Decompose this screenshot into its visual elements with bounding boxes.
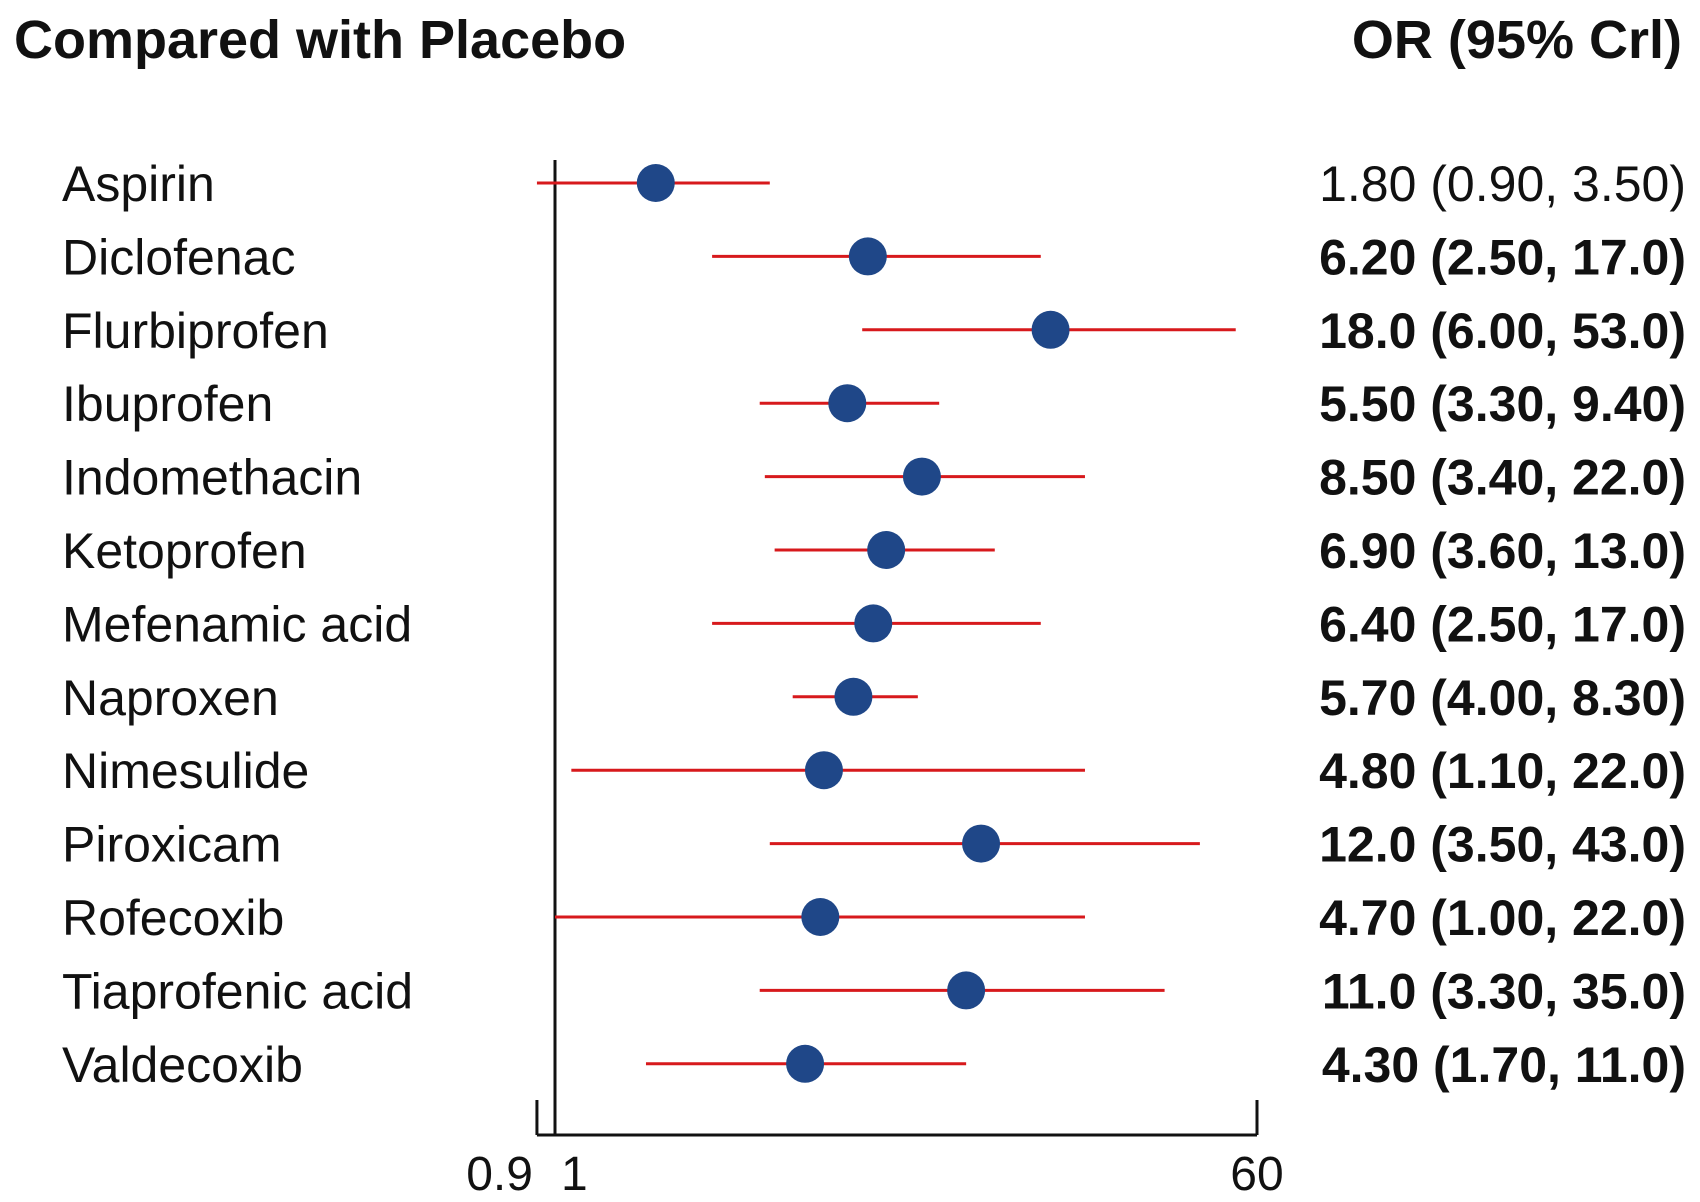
- header-left-title: Compared with Placebo: [14, 10, 626, 70]
- row-mefenamic-acid: Mefenamic acid 6.40 (2.50, 17.0): [62, 596, 1686, 652]
- row-or-value: 18.0 (6.00, 53.0): [1319, 303, 1686, 359]
- row-diclofenac: Diclofenac 6.20 (2.50, 17.0): [62, 229, 1686, 285]
- row-rofecoxib: Rofecoxib 4.70 (1.00, 22.0): [62, 890, 1686, 946]
- point-estimate: [947, 971, 986, 1010]
- row-valdecoxib: Valdecoxib 4.30 (1.70, 11.0): [62, 1037, 1686, 1093]
- x-tick-label: 0.9: [466, 1148, 533, 1201]
- row-or-value: 11.0 (3.30, 35.0): [1322, 963, 1686, 1019]
- point-estimate: [902, 457, 941, 496]
- row-nimesulide: Nimesulide 4.80 (1.10, 22.0): [62, 743, 1686, 799]
- row-or-value: 12.0 (3.50, 43.0): [1319, 817, 1686, 873]
- x-tick-label: 1: [561, 1148, 588, 1201]
- point-estimate: [848, 237, 887, 276]
- row-ketoprofen: Ketoprofen 6.90 (3.60, 13.0): [62, 523, 1686, 579]
- row-piroxicam: Piroxicam 12.0 (3.50, 43.0): [62, 817, 1686, 873]
- row-label: Tiaprofenic acid: [62, 963, 413, 1019]
- point-estimate: [636, 164, 675, 202]
- row-label: Mefenamic acid: [62, 596, 412, 652]
- point-estimate: [867, 531, 906, 569]
- point-estimate: [804, 751, 843, 790]
- point-estimate: [786, 1044, 825, 1083]
- row-ibuprofen: Ibuprofen 5.50 (3.30, 9.40): [62, 376, 1686, 432]
- row-flurbiprofen: Flurbiprofen 18.0 (6.00, 53.0): [62, 303, 1686, 359]
- row-or-value: 1.80 (0.90, 3.50): [1319, 156, 1686, 212]
- row-label: Ibuprofen: [62, 376, 273, 432]
- point-estimate: [1031, 310, 1070, 349]
- row-or-value: 6.40 (2.50, 17.0): [1319, 596, 1686, 652]
- row-label: Nimesulide: [62, 743, 309, 799]
- row-or-value: 4.80 (1.10, 22.0): [1319, 743, 1686, 799]
- point-estimate: [962, 824, 1001, 863]
- row-or-value: 6.20 (2.50, 17.0): [1319, 229, 1686, 285]
- x-tick-label: 60: [1230, 1148, 1283, 1201]
- row-or-value: 6.90 (3.60, 13.0): [1319, 523, 1686, 579]
- forest-rows: Aspirin 1.80 (0.90, 3.50) Diclofenac 6.20 (…: [62, 156, 1686, 1093]
- point-estimate: [828, 384, 867, 423]
- row-label: Indomethacin: [62, 450, 362, 506]
- row-label: Naproxen: [62, 670, 279, 726]
- row-aspirin: Aspirin 1.80 (0.90, 3.50): [62, 156, 1686, 212]
- row-label: Diclofenac: [62, 229, 295, 285]
- point-estimate: [834, 677, 873, 716]
- row-or-value: 4.70 (1.00, 22.0): [1319, 890, 1686, 946]
- row-label: Aspirin: [62, 156, 215, 212]
- row-or-value: 8.50 (3.40, 22.0): [1319, 450, 1686, 506]
- point-estimate: [801, 898, 840, 936]
- row-or-value: 5.50 (3.30, 9.40): [1319, 376, 1686, 432]
- row-label: Piroxicam: [62, 817, 281, 873]
- row-label: Flurbiprofen: [62, 303, 329, 359]
- point-estimate: [854, 604, 893, 643]
- row-label: Ketoprofen: [62, 523, 307, 579]
- row-indomethacin: Indomethacin 8.50 (3.40, 22.0): [62, 450, 1686, 506]
- row-label: Rofecoxib: [62, 890, 284, 946]
- row-label: Valdecoxib: [62, 1037, 303, 1093]
- row-or-value: 5.70 (4.00, 8.30): [1319, 670, 1686, 726]
- row-or-value: 4.30 (1.70, 11.0): [1322, 1037, 1686, 1093]
- row-naproxen: Naproxen 5.70 (4.00, 8.30): [62, 670, 1686, 726]
- x-axis: 0.9 1 60: [466, 1100, 1284, 1201]
- row-tiaprofenic-acid: Tiaprofenic acid 11.0 (3.30, 35.0): [62, 963, 1686, 1019]
- header-right-title: OR (95% Crl): [1352, 10, 1682, 70]
